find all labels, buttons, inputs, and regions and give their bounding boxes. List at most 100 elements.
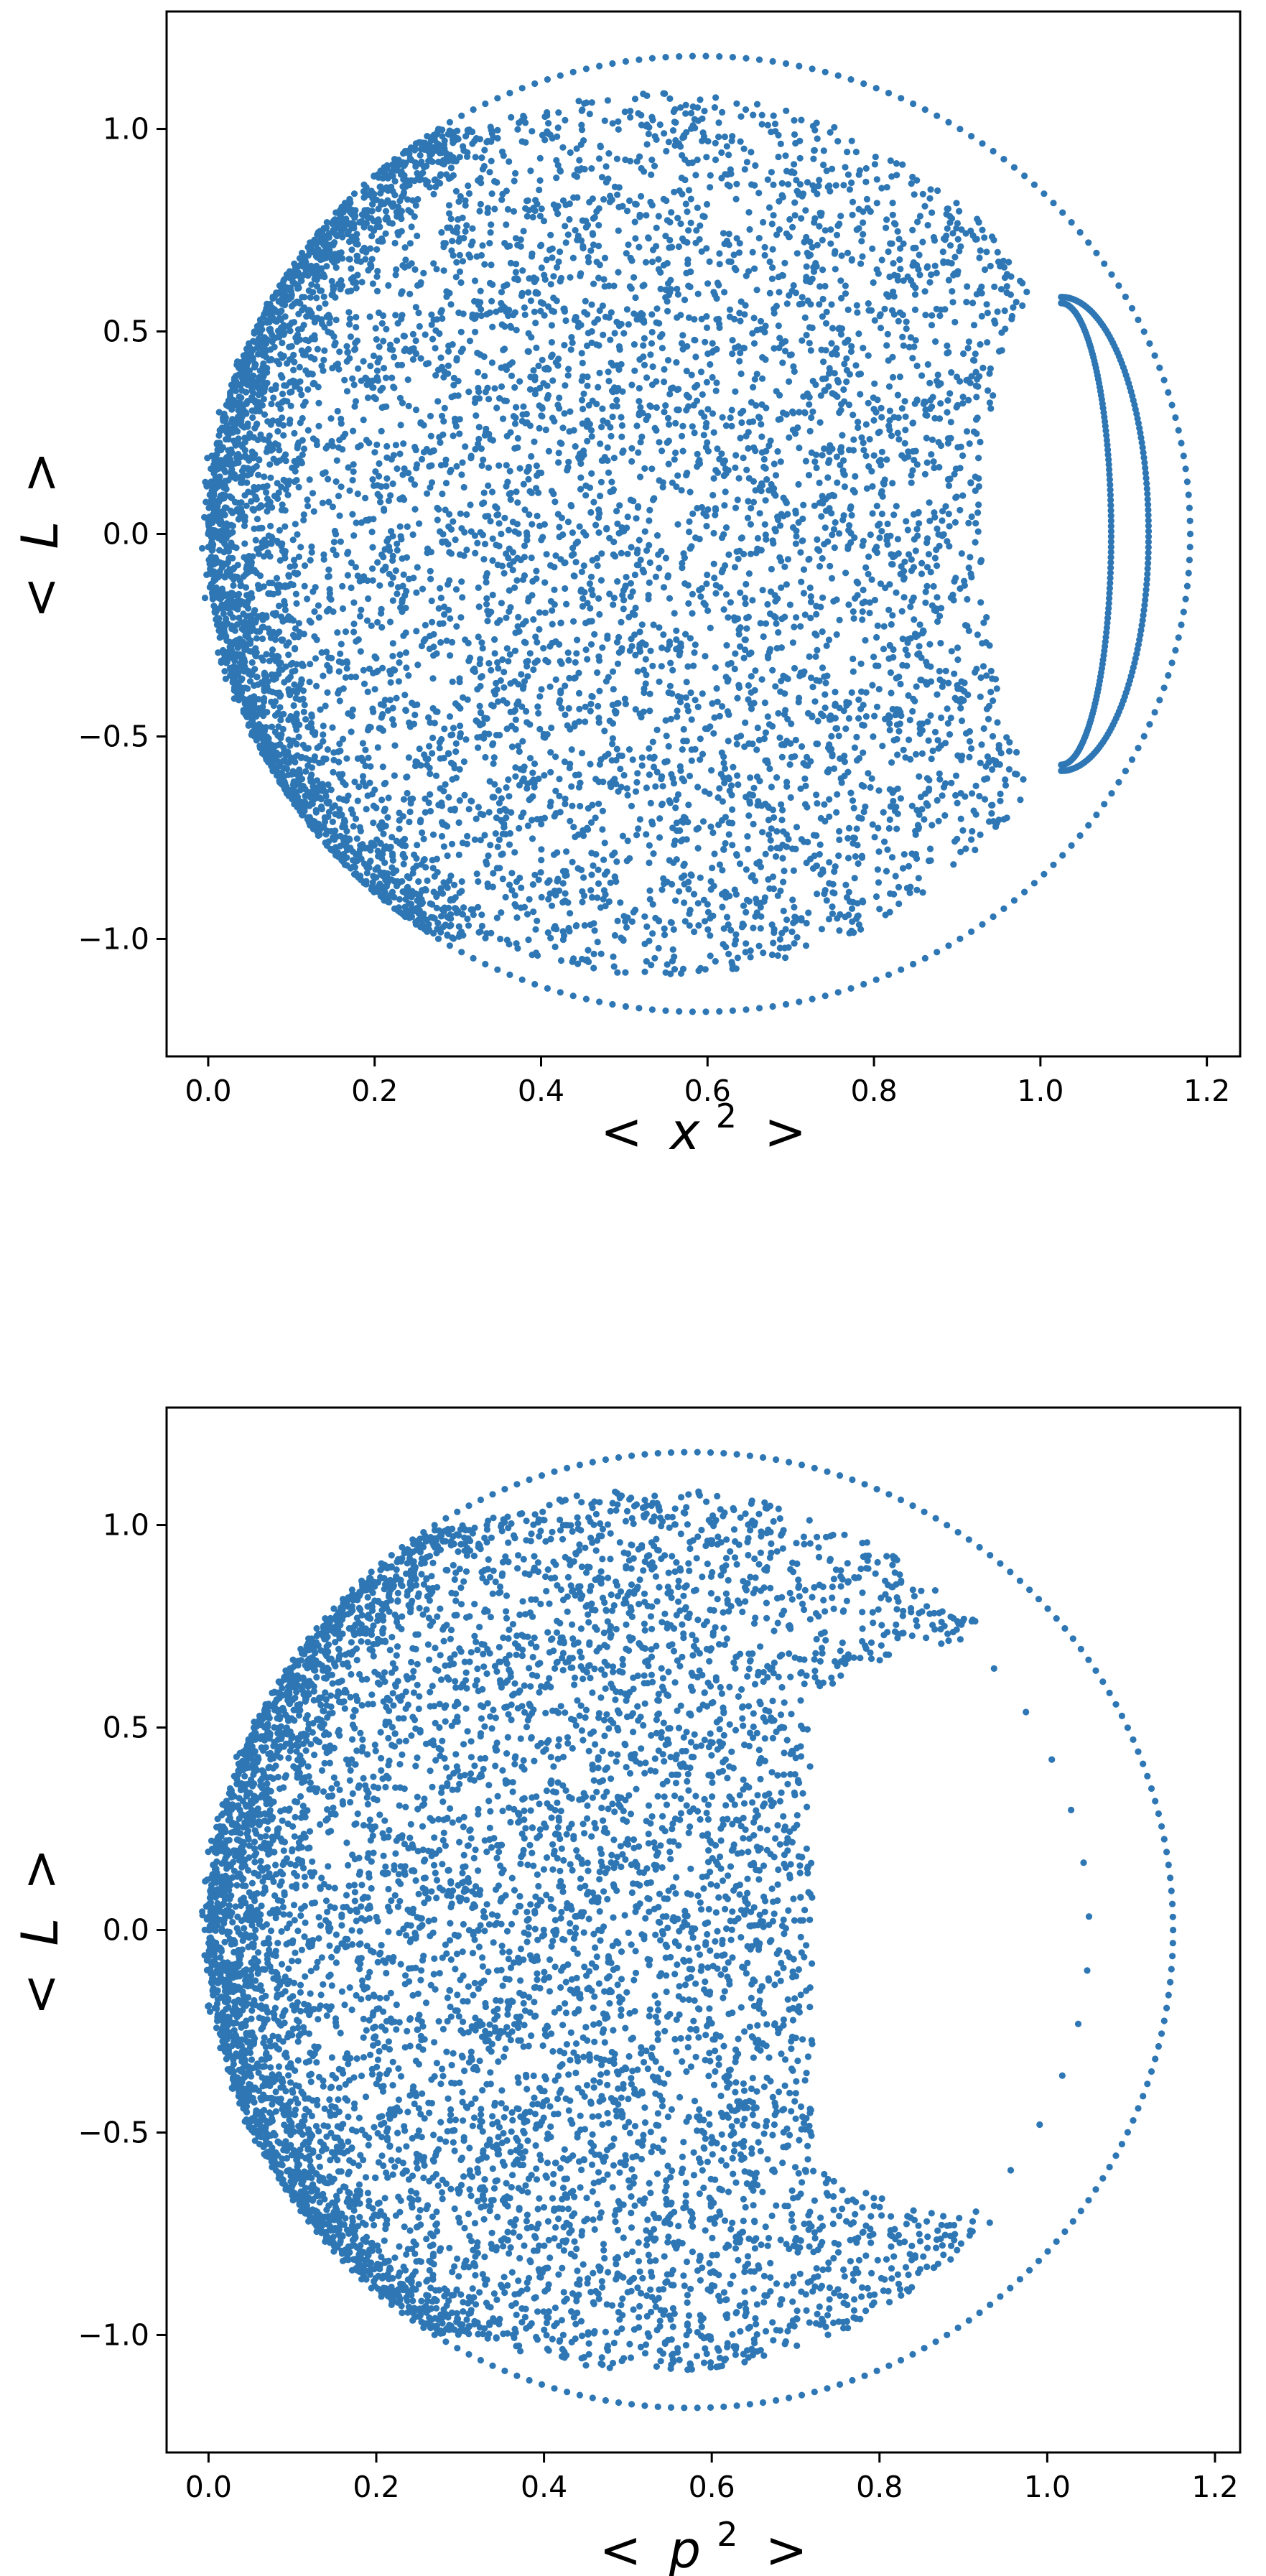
scatter-point (406, 290, 414, 297)
scatter-point (595, 595, 602, 603)
scatter-point (910, 282, 917, 289)
scatter-point (323, 219, 330, 226)
scatter-point (638, 192, 645, 200)
scatter-point (765, 831, 773, 838)
scatter-point (901, 398, 908, 405)
scatter-point (778, 180, 786, 187)
scatter-point (826, 445, 833, 452)
scatter-point (458, 525, 465, 532)
scatter-point (482, 100, 489, 108)
scatter-point (499, 415, 507, 422)
scatter-point (602, 313, 610, 320)
scatter-point (337, 538, 344, 545)
scatter-point (349, 477, 356, 484)
scatter-point (459, 459, 466, 466)
scatter-point (635, 449, 642, 456)
scatter-point (348, 674, 355, 681)
scatter-point (494, 966, 501, 973)
scatter-point (485, 396, 493, 403)
scatter-point (679, 345, 686, 353)
scatter-point (511, 849, 518, 856)
scatter-point (337, 748, 344, 755)
scatter-point (832, 863, 839, 870)
scatter-point (575, 669, 582, 676)
scatter-point (934, 525, 941, 532)
scatter-point (541, 609, 549, 616)
scatter-point (326, 594, 333, 601)
scatter-point (1093, 812, 1100, 819)
scatter-point (613, 508, 620, 515)
scatter-point (904, 273, 911, 280)
scatter-point (485, 852, 492, 860)
scatter-point (813, 832, 820, 840)
scatter-point (401, 244, 409, 251)
scatter-point (579, 359, 586, 367)
scatter-point (481, 832, 488, 839)
scatter-point (604, 444, 611, 451)
scatter-point (672, 119, 679, 126)
scatter-point (458, 112, 465, 119)
scatter-point (513, 878, 521, 885)
scatter-point (631, 367, 638, 374)
scatter-point (490, 760, 497, 767)
scatter-point (409, 355, 417, 363)
scatter-point (745, 812, 753, 819)
scatter-point (725, 152, 732, 159)
scatter-point (682, 631, 689, 638)
scatter-point (832, 689, 839, 696)
scatter-point (566, 674, 573, 682)
scatter-point (338, 483, 345, 490)
scatter-point (587, 641, 595, 648)
scatter-point (369, 476, 376, 483)
scatter-point (781, 613, 788, 620)
scatter-point (481, 373, 488, 380)
scatter-point (775, 153, 782, 161)
scatter-point (501, 824, 508, 831)
scatter-point (919, 190, 926, 197)
scatter-point (455, 851, 462, 858)
scatter-point (411, 266, 419, 273)
scatter-point (881, 838, 888, 845)
scatter-point (769, 873, 777, 880)
scatter-point (405, 470, 412, 477)
scatter-point (818, 926, 825, 933)
scatter-point (450, 381, 457, 389)
scatter-point (1182, 465, 1189, 473)
scatter-point (709, 829, 717, 837)
scatter-point (958, 550, 965, 557)
scatter-point (755, 736, 763, 744)
scatter-point (911, 306, 919, 313)
scatter-point (687, 195, 694, 203)
scatter-point (475, 388, 483, 396)
scatter-point (945, 482, 953, 490)
scatter-point (679, 775, 686, 782)
scatter-point (745, 570, 753, 577)
scatter-point (755, 190, 763, 197)
scatter-point (411, 711, 419, 719)
scatter-point (828, 575, 836, 582)
scatter-point (470, 106, 477, 113)
scatter-point (554, 124, 562, 131)
scatter-point (440, 843, 448, 850)
scatter-point (745, 845, 752, 852)
scatter-point (989, 766, 996, 773)
scatter-point (279, 390, 287, 398)
scatter-point (462, 736, 470, 743)
scatter-point (538, 686, 545, 693)
scatter-point (561, 342, 568, 349)
scatter-point (534, 512, 541, 520)
scatter-point (704, 607, 712, 615)
scatter-point (613, 396, 620, 404)
scatter-point (732, 388, 739, 395)
scatter-point (809, 182, 816, 189)
scatter-point (636, 536, 643, 544)
scatter-point (531, 760, 539, 768)
scatter-point (1122, 768, 1129, 775)
scatter-point (977, 247, 984, 254)
scatter-point (643, 141, 651, 148)
scatter-point (1186, 530, 1194, 538)
scatter-point (603, 868, 611, 875)
scatter-point (545, 447, 553, 455)
scatter-point (371, 686, 378, 693)
scatter-point (898, 452, 906, 459)
